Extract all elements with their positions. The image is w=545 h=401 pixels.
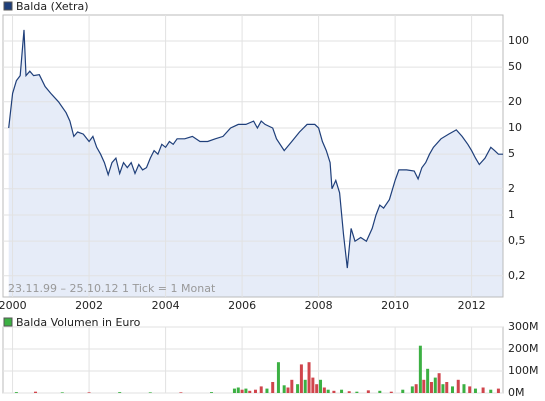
volume-bar [276,362,280,393]
volume-bar [286,387,290,393]
volume-bar [118,392,122,393]
volume-bar [445,382,449,393]
x-tick-label: 2012 [458,299,486,312]
volume-bar [322,387,326,393]
volume-bar [296,384,300,393]
volume-bar [315,384,319,393]
volume-bar [179,392,183,393]
volume-bar [451,386,455,393]
x-tick-label: 2010 [381,299,409,312]
volume-bar [378,390,382,393]
legend-swatch [3,317,13,327]
y-tick-label: 0M [508,386,525,399]
volume-bar [401,389,405,393]
y-tick-label: 1 [508,208,515,221]
volume-bar [236,387,240,393]
volume-bar [410,386,414,393]
volume-bar [456,379,460,393]
volume-bar [433,377,437,393]
volume-bar [441,384,445,393]
volume-bar [307,362,311,393]
volume-bar [326,389,330,393]
volume-bar [462,384,466,393]
volume-bar [253,389,257,393]
volume-bar [366,390,370,393]
annotation: 23.11.99 – 25.10.12 1 Tick = 1 Monat [8,282,216,295]
y-tick-label: 0,5 [508,234,526,247]
volume-bar [429,382,433,393]
y-tick-label: 100M [508,364,539,377]
volume-bar [418,345,422,393]
volume-bar [248,390,252,393]
volume-bar [481,387,485,393]
volume-bar [259,386,263,393]
price-area [8,29,503,298]
chart-title: Balda Volumen in Euro [16,316,141,329]
volume-bar [422,379,426,393]
volume-bar [271,382,275,393]
volume-bar [34,391,38,393]
y-tick-label: 0,2 [508,269,526,282]
volume-bar [311,377,315,393]
price-line [8,29,503,269]
volume-bar [319,379,323,393]
volume-bar [473,388,477,393]
y-tick-label: 50 [508,60,522,73]
volume-bar [232,388,236,393]
x-tick-label: 2008 [305,299,333,312]
volume-bar [265,388,269,393]
volume-bar [299,364,303,393]
volume-bar [209,392,213,393]
volume-bar [303,379,307,393]
volume-bar [244,388,248,393]
y-tick-label: 10 [508,121,522,134]
volume-bar [347,391,351,393]
y-tick-label: 20 [508,95,522,108]
y-tick-label: 100 [508,34,529,47]
x-tick-label: 2000 [0,299,27,312]
plot-frame [2,14,504,298]
x-tick-label: 2006 [228,299,256,312]
volume-bar [489,389,493,393]
x-tick-label: 2002 [75,299,103,312]
volume-bar [240,389,244,393]
volume-bar [426,368,430,393]
y-tick-label: 5 [508,147,515,160]
volume-bar [340,389,344,393]
volume-bar [290,379,294,393]
y-tick-label: 300M [508,320,539,333]
volume-bar [468,386,472,393]
volume-bar [389,391,393,393]
x-tick-label: 2004 [152,299,180,312]
volume-bar [355,391,359,393]
volume-bar [60,392,64,393]
volume-bar [148,392,152,393]
volume-bar [414,384,418,393]
volume-bar [437,373,441,393]
chart-title: Balda (Xetra) [16,0,89,13]
volume-bar [332,390,336,393]
volume-bar [496,388,500,393]
legend-swatch [3,1,13,11]
volume-bar [14,392,18,393]
y-tick-label: 200M [508,342,539,355]
volume-bar [282,385,286,393]
y-tick-label: 2 [508,182,515,195]
volume-bar [87,392,91,393]
